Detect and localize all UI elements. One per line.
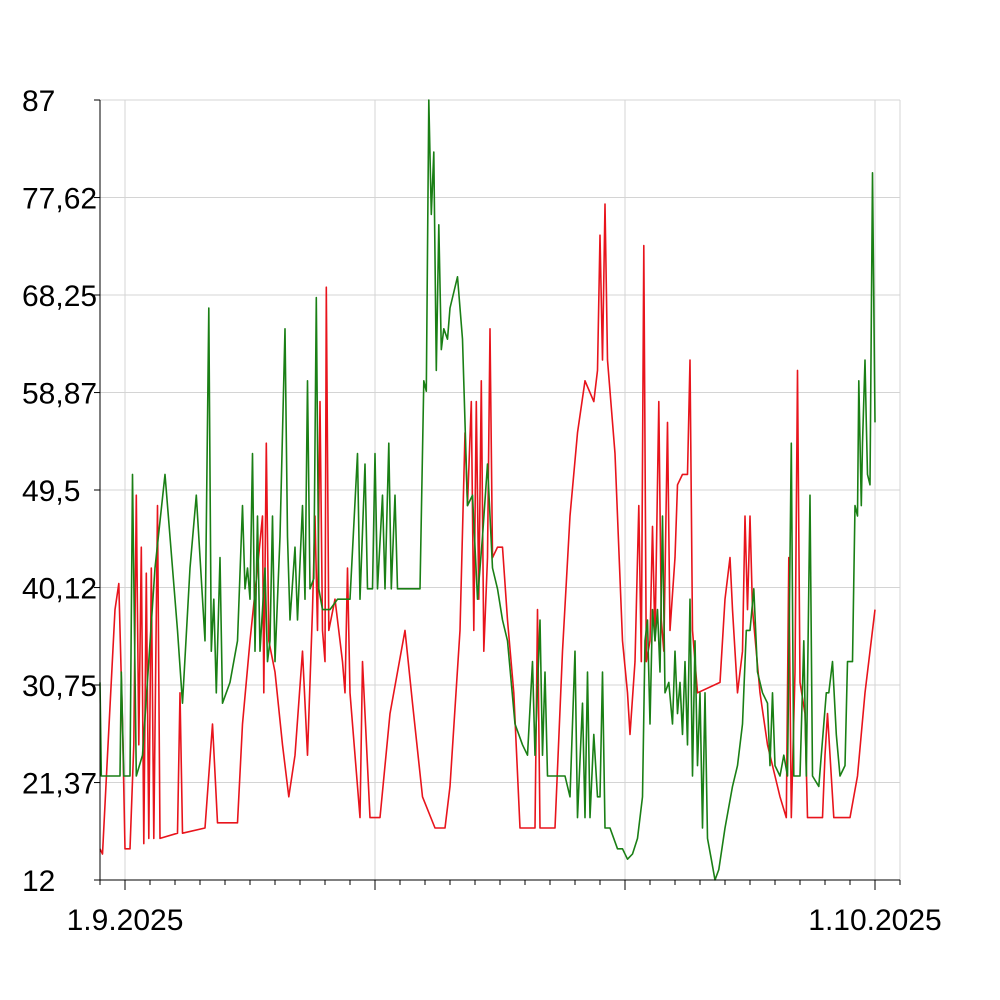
series-group xyxy=(99,99,876,881)
y-tick-label: 40,12 xyxy=(22,573,97,606)
x-tick-labels: 1.9.2025 1.10.2025 xyxy=(67,904,942,937)
series-line-red xyxy=(99,203,876,855)
x-tick-label: 1.9.2025 xyxy=(67,904,184,937)
x-tick-label: 1.10.2025 xyxy=(808,904,941,937)
y-tick-label: 30,75 xyxy=(22,670,97,703)
y-tick-label: 68,25 xyxy=(22,280,97,313)
y-tick-label: 58,87 xyxy=(22,378,97,411)
y-tick-label: 77,62 xyxy=(22,183,97,216)
y-tick-label: 87 xyxy=(22,85,55,118)
axes xyxy=(94,99,901,890)
series-line-green xyxy=(99,99,876,881)
y-tick-labels: 87 77,62 68,25 58,87 49,5 40,12 30,75 21,37 12 xyxy=(22,85,97,898)
y-tick-label: 12 xyxy=(22,865,55,898)
grid xyxy=(100,99,901,880)
y-tick-label: 49,5 xyxy=(22,475,80,508)
y-tick-label: 21,37 xyxy=(22,768,97,801)
